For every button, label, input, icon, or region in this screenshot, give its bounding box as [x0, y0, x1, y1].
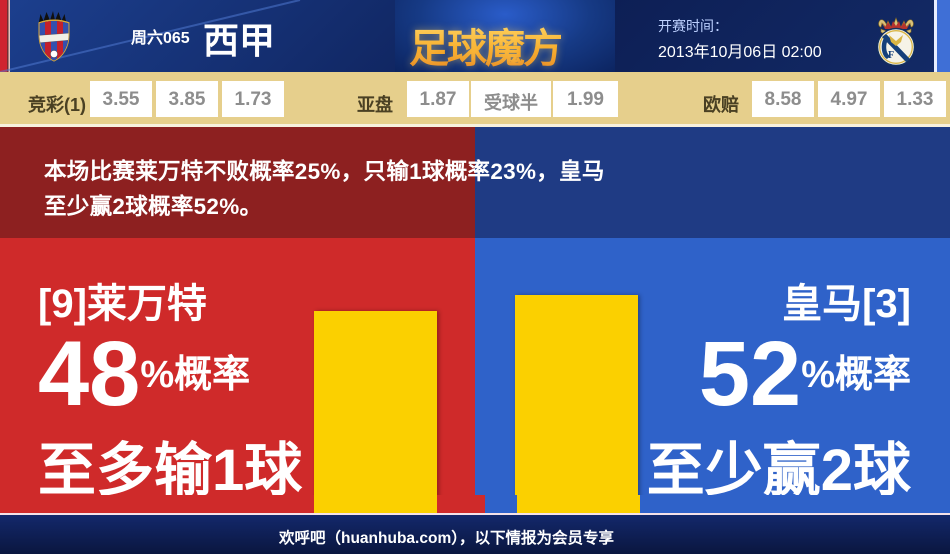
svg-text:F: F [888, 50, 894, 61]
